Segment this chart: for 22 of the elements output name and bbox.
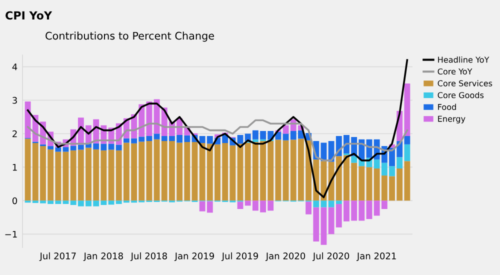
y-tick-label: −1 — [5, 230, 17, 238]
y-tick-label: 3 — [12, 96, 17, 104]
legend-label: Energy — [438, 116, 466, 124]
x-tick-label: Jul 2017 — [39, 252, 76, 262]
legend-label: Core Services — [438, 80, 492, 86]
x-tick-label: Jul 2019 — [221, 252, 258, 262]
legend-label: Food — [438, 104, 456, 110]
x-tick-label: Jul 2018 — [130, 252, 167, 262]
y-tick-label: 1 — [12, 164, 17, 171]
x-tick-label: Jul 2020 — [312, 252, 350, 262]
legend-label: Headline YoY — [438, 56, 490, 63]
legend-label: Core YoY — [438, 68, 472, 75]
legend-label: Core Goods — [438, 92, 484, 98]
x-tick-label: Jan 2021 — [356, 252, 396, 262]
x-tick-label: Jan 2018 — [83, 252, 123, 262]
chart-title: CPI YoY — [6, 11, 52, 20]
chart-subtitle: Contributions to Percent Change — [46, 32, 214, 42]
y-tick-label: 2 — [12, 130, 17, 138]
x-tick-label: Jan 2019 — [174, 252, 214, 262]
y-tick-label: 4 — [12, 64, 18, 70]
x-tick-label: Jan 2020 — [265, 252, 306, 262]
y-tick-label: 0 — [12, 197, 18, 204]
